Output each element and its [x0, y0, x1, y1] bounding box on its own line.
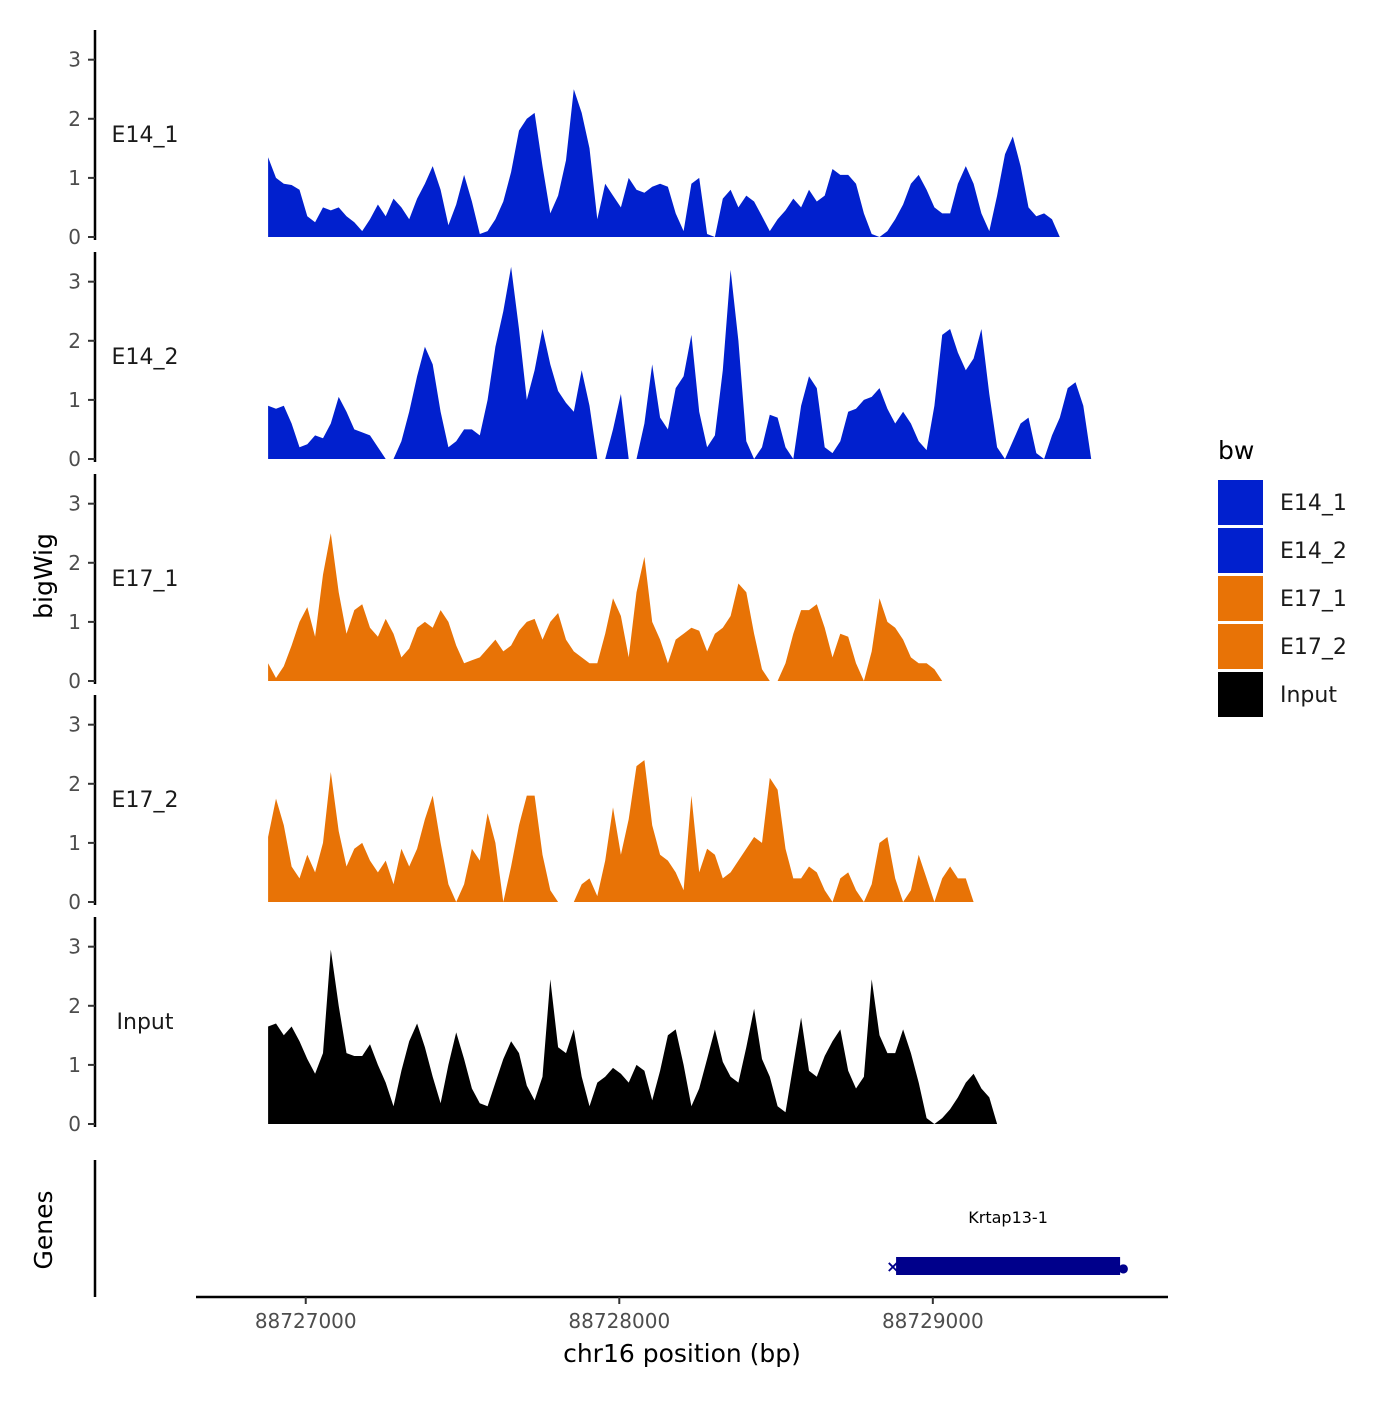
y-tick-label: 1	[68, 166, 81, 190]
legend-label: E17_1	[1280, 587, 1347, 612]
coverage-area	[268, 533, 1115, 681]
y-tick-label: 3	[68, 935, 81, 959]
y-tick-label: 3	[68, 270, 81, 294]
track-label: E14_2	[112, 345, 179, 370]
y-tick-label: 2	[68, 107, 81, 131]
y-tick-label: 2	[68, 772, 81, 796]
legend-label: E14_2	[1280, 539, 1347, 564]
gene-label: Krtap13-1	[968, 1208, 1048, 1227]
y-tick-label: 1	[68, 610, 81, 634]
y-tick-label: 0	[68, 669, 81, 693]
legend-item-e17-2: E17_2	[1218, 624, 1347, 669]
tracks-layer: 0 1 2 3 E14_1 0 1 2 3 E14_2 0 1 2 3 E17_1 0 1 2 3 E17_2 0 1 2 3…	[68, 30, 1115, 1136]
coverage-area	[268, 89, 1115, 237]
legend-swatch	[1218, 624, 1263, 669]
track-e14-1: 0 1 2 3 E14_1	[68, 30, 1115, 249]
y-tick-label: 0	[68, 1112, 81, 1136]
y-tick-label: 1	[68, 1053, 81, 1077]
track-e17-1: 0 1 2 3 E17_1	[68, 474, 1115, 693]
track-label: E17_1	[112, 567, 179, 592]
legend-item-input: Input	[1218, 672, 1337, 717]
x-tick-label: 88728000	[568, 1309, 670, 1333]
track-label: E17_2	[112, 788, 179, 813]
genes-axis-title: Genes	[29, 1190, 58, 1269]
legend-swatch	[1218, 672, 1263, 717]
coverage-area	[268, 760, 1115, 902]
y-tick-label: 3	[68, 48, 81, 72]
y-tick-label: 2	[68, 994, 81, 1018]
track-e17-2: 0 1 2 3 E17_2	[68, 695, 1115, 914]
legend-label: E14_1	[1280, 491, 1347, 516]
y-tick-label: 1	[68, 388, 81, 412]
y-tick-label: 0	[68, 890, 81, 914]
legend-title: bw	[1218, 436, 1254, 465]
legend-label: Input	[1280, 683, 1337, 708]
y-tick-label: 3	[68, 713, 81, 737]
track-e14-2: 0 1 2 3 E14_2	[68, 252, 1115, 471]
strand-marker-right: ●	[1118, 1261, 1128, 1275]
x-axis-title: chr16 position (bp)	[563, 1339, 801, 1368]
coverage-area	[268, 266, 1115, 459]
track-label: E14_1	[112, 123, 179, 148]
gene-krtap13-1: × ● Krtap13-1	[886, 1208, 1129, 1276]
legend: bw E14_1 E14_2 E17_1 E17_2 Input	[1218, 436, 1347, 717]
y-tick-label: 2	[68, 551, 81, 575]
legend-item-e14-2: E14_2	[1218, 528, 1347, 573]
legend-label: E17_2	[1280, 635, 1347, 660]
legend-swatch	[1218, 528, 1263, 573]
gene-body	[896, 1257, 1121, 1275]
legend-swatch	[1218, 480, 1263, 525]
legend-item-e14-1: E14_1	[1218, 480, 1347, 525]
y-tick-label: 3	[68, 492, 81, 516]
y-tick-label: 0	[68, 447, 81, 471]
y-tick-label: 0	[68, 225, 81, 249]
track-input: 0 1 2 3 Input	[68, 917, 1115, 1136]
track-label: Input	[117, 1010, 174, 1035]
strand-marker-left: ×	[886, 1257, 899, 1276]
legend-item-e17-1: E17_1	[1218, 576, 1347, 621]
x-tick-label: 88727000	[255, 1309, 357, 1333]
y-tick-label: 2	[68, 329, 81, 353]
legend-swatch	[1218, 576, 1263, 621]
coverage-area	[268, 949, 1115, 1124]
y-tick-label: 1	[68, 831, 81, 855]
x-axis: 88727000 88728000 88729000	[196, 1295, 1168, 1333]
y-axis-title: bigWig	[29, 533, 58, 619]
genes-layer: × ● Krtap13-1	[93, 1160, 1129, 1297]
x-tick-label: 88729000	[882, 1309, 984, 1333]
